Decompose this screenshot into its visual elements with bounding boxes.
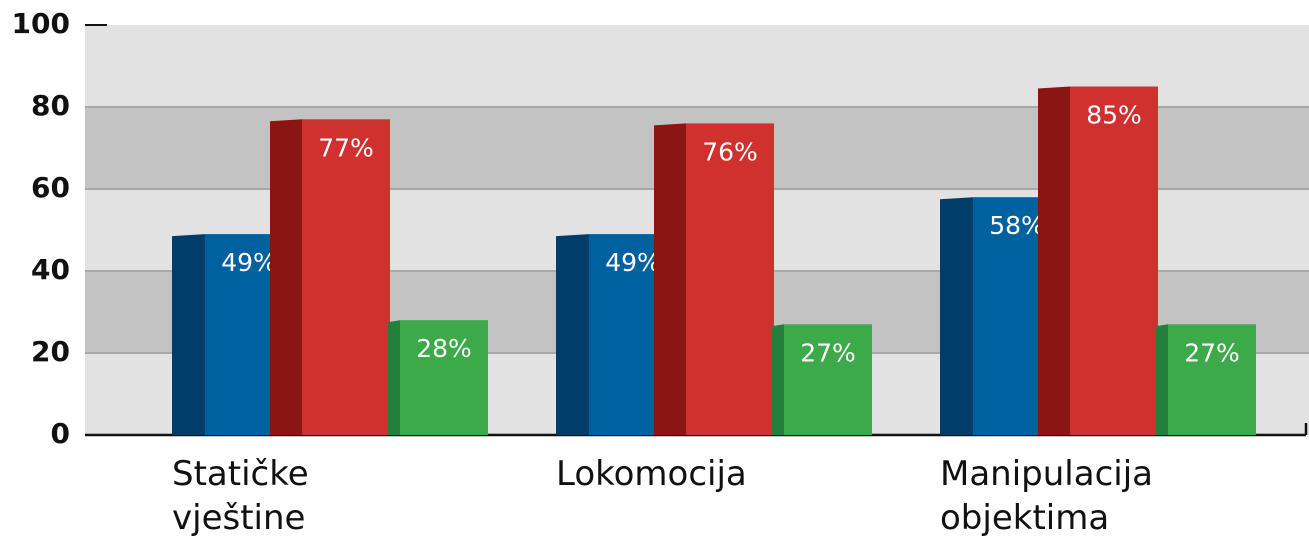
y-tick-label: 100 [12, 7, 70, 40]
y-tick-label: 40 [31, 253, 70, 286]
bar [270, 119, 390, 436]
data-label: 76% [702, 137, 758, 166]
bar [654, 123, 774, 436]
bar-front [400, 320, 488, 435]
bar [772, 324, 872, 435]
x-tick-label: Statičke vještine [172, 454, 309, 538]
bar-side [270, 119, 302, 436]
y-tick-label: 60 [31, 171, 70, 204]
x-tick-label: Lokomocija [556, 454, 747, 494]
bar-side [556, 234, 589, 435]
data-label: 77% [318, 133, 374, 162]
bar-side [654, 123, 686, 436]
data-label: 85% [1086, 101, 1142, 130]
y-tick-label: 0 [51, 417, 70, 450]
data-label: 28% [416, 334, 472, 363]
bar-side [388, 320, 400, 435]
bar-front [1070, 86, 1158, 435]
bar [1038, 86, 1158, 435]
data-label: 49% [605, 248, 661, 277]
y-tick-label: 20 [31, 335, 70, 368]
bar-side [772, 324, 784, 435]
bar-side [1156, 324, 1168, 435]
bar-side [940, 197, 973, 435]
bar [1156, 324, 1256, 435]
bar-side [1038, 86, 1070, 435]
bar-front [302, 119, 390, 436]
x-tick-label: Manipulacija objektima [940, 454, 1153, 538]
data-label: 27% [1184, 338, 1240, 367]
data-label: 27% [800, 338, 856, 367]
bar-front [686, 123, 774, 436]
bar [388, 320, 488, 435]
y-tick-label: 80 [31, 89, 70, 122]
data-label: 49% [221, 248, 277, 277]
bar-front [1168, 324, 1256, 435]
bar-side [172, 234, 205, 435]
bar-front [784, 324, 872, 435]
data-label: 58% [989, 211, 1045, 240]
